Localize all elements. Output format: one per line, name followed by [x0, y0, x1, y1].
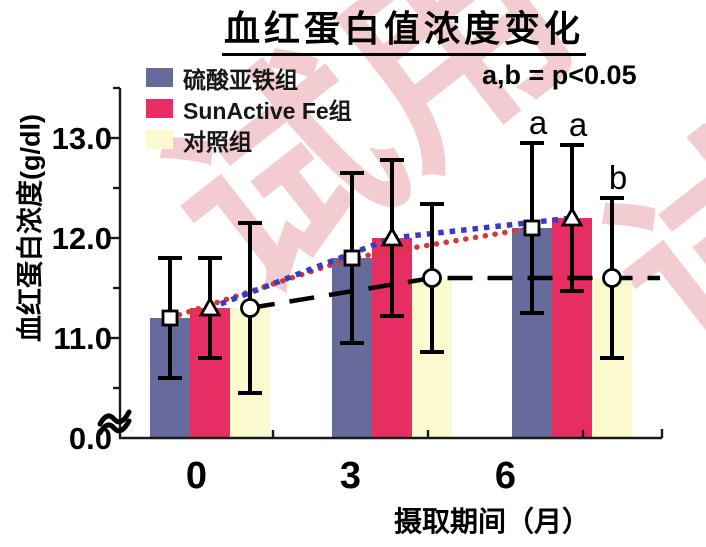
legend-item-ferrous-sulfate: 硫酸亚铁组	[146, 62, 352, 93]
legend-item-sunactive-fe: SunActive Fe组	[146, 93, 352, 124]
legend-label-ferrous-sulfate: 硫酸亚铁组	[183, 66, 298, 93]
y-tick-label: 11.0	[53, 321, 112, 356]
y-axis-title: 血红蛋白浓度(g/dl)	[15, 114, 46, 342]
y-tick-label-origin: 0.0	[69, 421, 112, 456]
x-axis-title: 摄取期间（月）	[394, 506, 591, 537]
legend-item-control: 对照组	[146, 124, 352, 155]
trend-lines	[167, 215, 660, 321]
y-tick-label: 13.0	[52, 121, 112, 156]
significance-letters: a ab	[529, 104, 627, 196]
significance-letter: b	[609, 159, 627, 196]
x-tick-label: 3	[340, 455, 361, 497]
significance-note: a,b = p<0.05	[482, 60, 637, 90]
legend-swatch-ferrous-sulfate	[146, 68, 173, 87]
chart-title: 血红蛋白值浓度变化	[222, 0, 587, 56]
axis-break-icon	[97, 409, 132, 436]
legend-label-sunactive-fe: SunActive Fe组	[183, 97, 352, 124]
significance-letter: a	[529, 104, 548, 141]
x-tick-label: 6	[495, 455, 516, 497]
y-tick-label: 12.0	[52, 221, 112, 256]
axes	[108, 86, 664, 440]
legend-swatch-sunactive-fe	[146, 99, 173, 118]
legend-swatch-control	[146, 130, 173, 149]
legend: 硫酸亚铁组 SunActive Fe组 对照组	[146, 62, 352, 155]
tick-labels: 11.0 12.0 13.0 0.0 0 3 6	[52, 121, 516, 497]
significance-letter: a	[569, 106, 588, 143]
markers	[161, 206, 622, 327]
legend-label-control: 对照组	[183, 128, 252, 155]
bars	[150, 218, 632, 438]
x-tick-label: 0	[186, 455, 207, 497]
